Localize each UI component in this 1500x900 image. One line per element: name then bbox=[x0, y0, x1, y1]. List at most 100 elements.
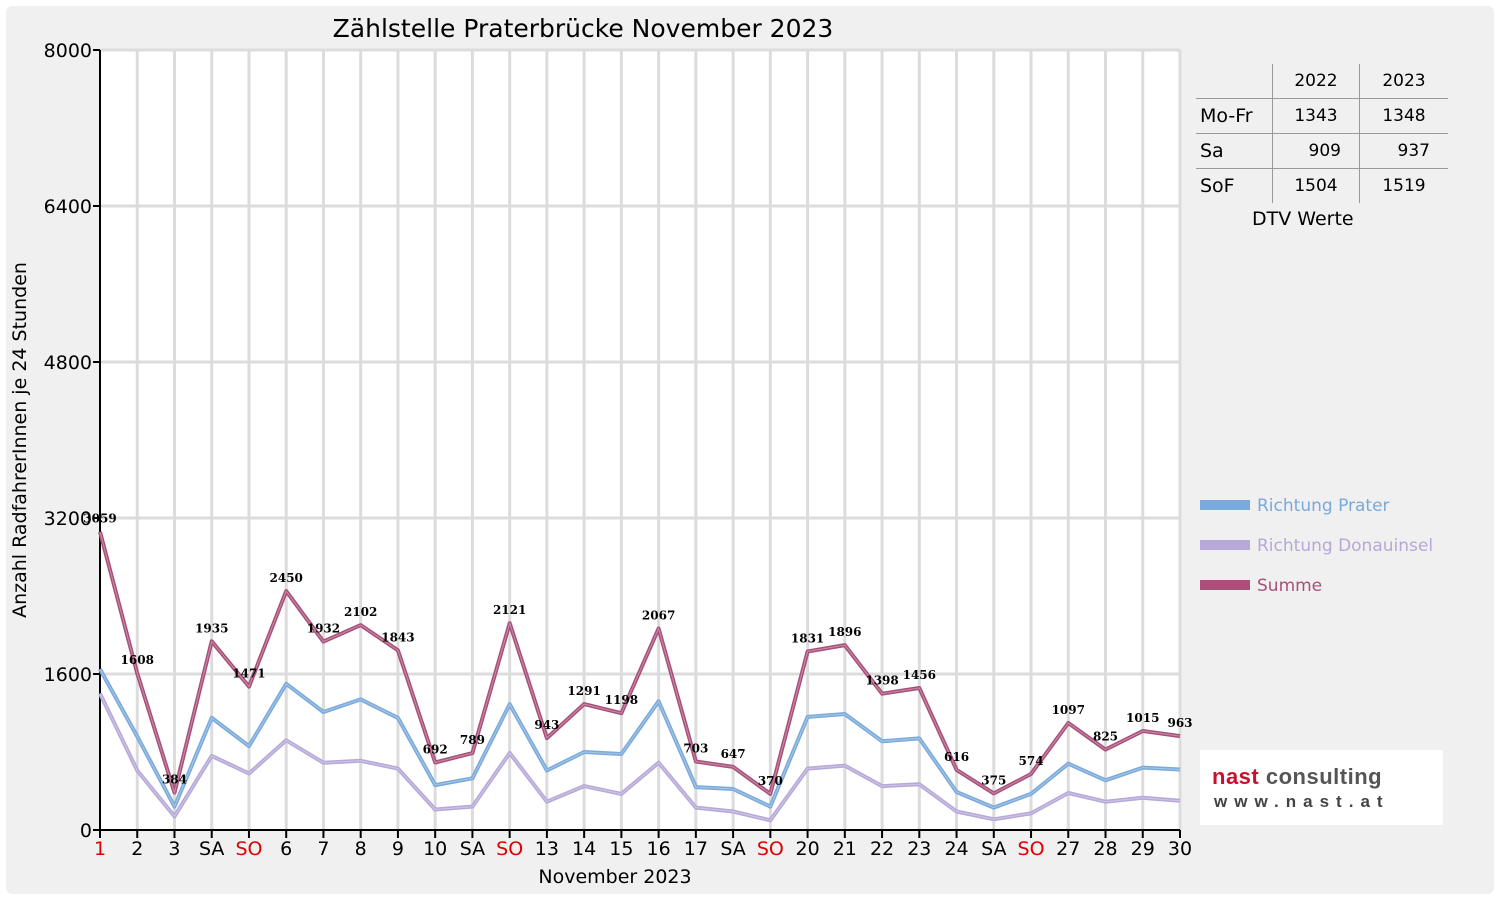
legend-swatch bbox=[1200, 580, 1250, 590]
legend-label: Richtung Prater bbox=[1257, 496, 1390, 516]
x-tick-label: SO bbox=[757, 838, 784, 860]
x-tick-label: 14 bbox=[572, 838, 596, 860]
legend: Richtung Prater Richtung Donauinsel Summe bbox=[1200, 496, 1433, 596]
data-label: 825 bbox=[1093, 730, 1118, 744]
dtv-row: Mo-Fr 1343 1348 bbox=[1196, 98, 1448, 134]
dtv-row: SoF 1504 1519 bbox=[1196, 168, 1448, 203]
x-tick-label: 27 bbox=[1056, 838, 1080, 860]
y-tick-label: 0 bbox=[80, 820, 92, 842]
legend-swatch bbox=[1200, 500, 1250, 510]
data-label: 1843 bbox=[381, 630, 414, 644]
company-logo: nast consulting www.nast.at bbox=[1200, 750, 1443, 825]
dtv-row-label: SoF bbox=[1196, 168, 1273, 203]
dtv-row-label: Mo-Fr bbox=[1196, 98, 1273, 134]
x-axis-label: November 2023 bbox=[538, 866, 691, 888]
x-tick-label: 6 bbox=[280, 838, 292, 860]
legend-label: Richtung Donauinsel bbox=[1257, 536, 1433, 556]
x-tick-label: 13 bbox=[535, 838, 559, 860]
data-label: 1471 bbox=[232, 667, 265, 681]
y-tick-label: 8000 bbox=[44, 40, 92, 62]
plot-area bbox=[100, 50, 1180, 830]
data-label: 1097 bbox=[1052, 703, 1085, 717]
data-label: 2102 bbox=[344, 605, 377, 619]
data-label: 1896 bbox=[828, 625, 861, 639]
y-tick-label: 3200 bbox=[44, 508, 92, 530]
dtv-value-2023: 937 bbox=[1359, 133, 1448, 169]
y-tick-label: 1600 bbox=[44, 664, 92, 686]
x-tick-label: SO bbox=[235, 838, 262, 860]
dtv-header-empty bbox=[1196, 64, 1273, 99]
x-tick-label: 30 bbox=[1168, 838, 1192, 860]
series-line-highlight bbox=[99, 668, 1181, 809]
x-tick-label: 16 bbox=[647, 838, 671, 860]
series-line bbox=[98, 692, 1181, 823]
legend-swatch bbox=[1200, 540, 1250, 550]
series-lines bbox=[98, 531, 1181, 823]
dtv-value-2022: 1343 bbox=[1272, 98, 1360, 134]
axes bbox=[99, 50, 1180, 831]
x-tick-label: 28 bbox=[1093, 838, 1117, 860]
series-line bbox=[98, 531, 1181, 796]
data-label: 616 bbox=[944, 750, 969, 764]
grid-lines bbox=[100, 48, 1182, 830]
data-label: 1198 bbox=[605, 693, 638, 707]
x-tick-label: 29 bbox=[1131, 838, 1155, 860]
x-tick-label: 9 bbox=[392, 838, 404, 860]
x-tick-label: SO bbox=[1018, 838, 1045, 860]
dtv-table: 2022 2023 Mo-Fr 1343 1348 Sa 909 937 SoF… bbox=[1196, 64, 1448, 203]
dtv-header-row: 2022 2023 bbox=[1196, 64, 1448, 99]
x-tick-label: 20 bbox=[795, 838, 819, 860]
x-tick-label: 17 bbox=[684, 838, 708, 860]
data-label: 3059 bbox=[83, 512, 116, 526]
x-tick-label: SA bbox=[460, 838, 485, 860]
logo-name-accent: nast bbox=[1212, 764, 1260, 789]
series-line-highlight bbox=[99, 693, 1181, 821]
data-label: 963 bbox=[1167, 716, 1192, 730]
x-tick-label: 21 bbox=[833, 838, 857, 860]
dtv-row: Sa 909 937 bbox=[1196, 133, 1448, 169]
dtv-header-2022: 2022 bbox=[1272, 64, 1360, 99]
y-tick-labels: 0 1600 3200 4800 6400 8000 bbox=[44, 40, 100, 842]
data-label: 1935 bbox=[195, 621, 228, 635]
data-label: 2450 bbox=[270, 571, 303, 585]
x-tick-label: 8 bbox=[355, 838, 367, 860]
series-line-highlight bbox=[99, 531, 1181, 795]
dtv-value-2022: 909 bbox=[1272, 133, 1360, 169]
x-tick-label: SO bbox=[496, 838, 523, 860]
data-label: 1932 bbox=[307, 622, 340, 636]
x-tick-label: SA bbox=[981, 838, 1006, 860]
data-label: 1608 bbox=[121, 653, 154, 667]
data-label: 574 bbox=[1019, 754, 1044, 768]
x-tick-label: 1 bbox=[94, 838, 106, 860]
data-label: 1398 bbox=[865, 674, 898, 688]
data-label: 375 bbox=[981, 773, 1006, 787]
dtv-header-2023: 2023 bbox=[1359, 64, 1448, 99]
data-label: 2121 bbox=[493, 603, 526, 617]
data-label: 692 bbox=[423, 743, 448, 757]
data-label: 703 bbox=[683, 741, 708, 755]
x-tick-label: 3 bbox=[168, 838, 180, 860]
legend-label: Summe bbox=[1257, 576, 1322, 596]
y-tick-label: 4800 bbox=[44, 352, 92, 374]
data-label: 2067 bbox=[642, 608, 675, 622]
dtv-value-2023: 1348 bbox=[1359, 98, 1448, 134]
x-tick-label: SA bbox=[720, 838, 745, 860]
logo-name-rest: consulting bbox=[1259, 764, 1383, 789]
x-tick-labels: 1 2 3 SA SO 6 7 8 9 10 SA SO 13 14 15 16 17 SA SO 20 21 22 23 2… bbox=[94, 830, 1192, 860]
dtv-value-2022: 1504 bbox=[1272, 168, 1360, 203]
chart-title: Zählstelle Praterbrücke November 2023 bbox=[333, 14, 834, 43]
data-label: 1831 bbox=[791, 631, 824, 645]
data-label: 1015 bbox=[1126, 711, 1159, 725]
logo-url: www.nast.at bbox=[1214, 792, 1390, 811]
y-tick-label: 6400 bbox=[44, 196, 92, 218]
x-tick-label: 2 bbox=[131, 838, 143, 860]
series-line bbox=[98, 668, 1181, 810]
x-tick-label: 7 bbox=[317, 838, 329, 860]
dtv-value-2023: 1519 bbox=[1359, 168, 1448, 203]
y-axis-label: Anzahl RadfahrerInnen je 24 Stunden bbox=[9, 262, 31, 618]
x-tick-label: 23 bbox=[907, 838, 931, 860]
logo-name: nast consulting bbox=[1212, 764, 1382, 790]
x-tick-label: 24 bbox=[944, 838, 968, 860]
data-labels: 3059 1608 384 1935 1471 2450 1932 2102 1843 692 78… bbox=[83, 512, 1192, 788]
